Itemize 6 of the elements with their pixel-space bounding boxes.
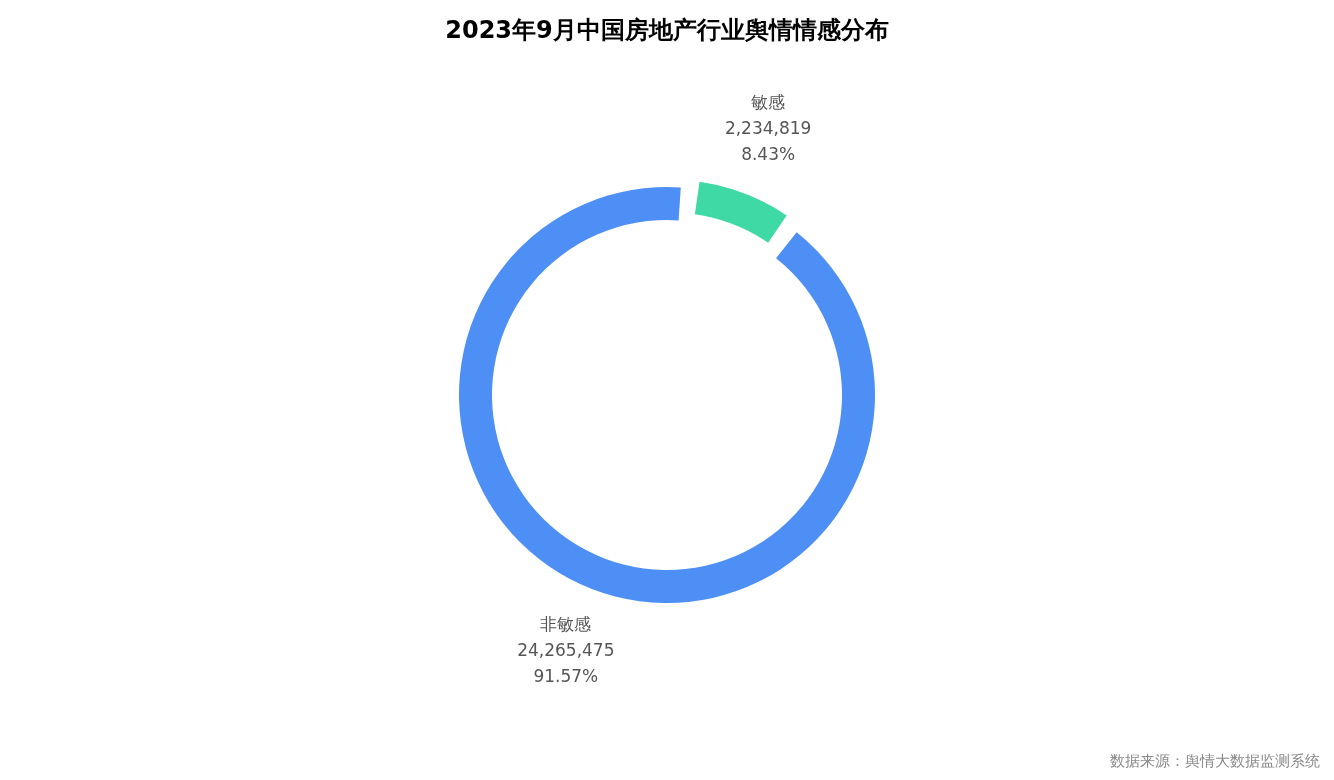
data-label: 24,265,475 91.57% [517,640,615,687]
chart-title: 2023年9月中国房地产行业舆情情感分布 [445,16,889,44]
slice-label: 敏感 [751,91,786,112]
slice-label: 非敏感 [540,614,592,635]
source-note: 数据来源：舆情大数据监测系统 [1110,752,1320,770]
data-label: 2,234,819 8.43% [724,117,812,164]
